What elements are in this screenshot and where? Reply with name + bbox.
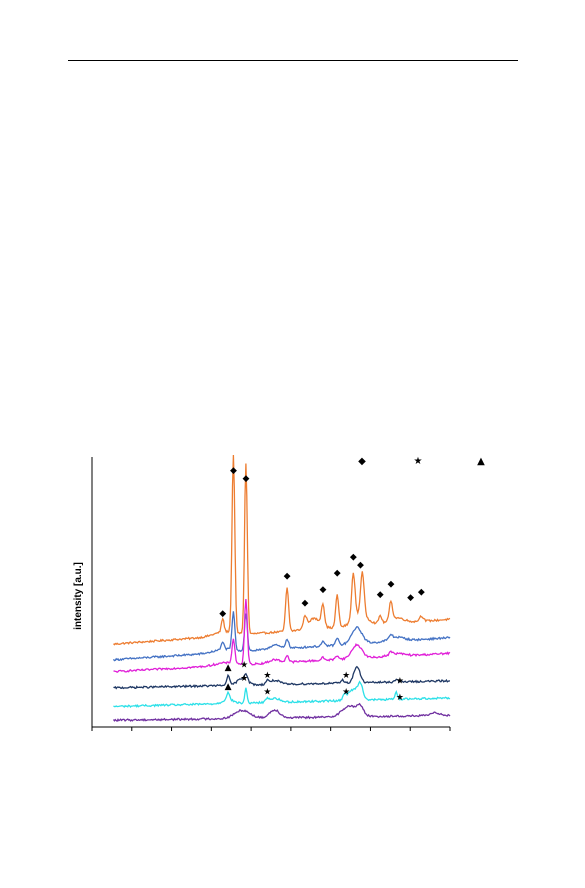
diamond-peak-marker: ◆	[350, 552, 357, 562]
diamond-peak-marker: ◆	[418, 588, 425, 598]
legend-diamond-icon: ◆	[358, 456, 366, 467]
star-peak-marker: ★	[240, 674, 248, 684]
diamond-peak-marker: ◆	[377, 590, 384, 600]
series-line-4	[113, 665, 451, 690]
chart-axes	[91, 457, 451, 731]
legend-triangle-icon: ▲	[477, 456, 485, 467]
series-layer	[112, 454, 451, 722]
star-peak-marker: ★	[342, 687, 350, 697]
legend: ◆ ★ ▲	[358, 456, 485, 467]
star-peak-marker: ★	[342, 671, 350, 681]
diamond-peak-marker: ◆	[407, 593, 414, 603]
y-axis-label: intensity [a.u.]	[73, 562, 84, 630]
series-line-3	[113, 598, 451, 673]
top-rule	[68, 60, 518, 61]
peak-annotations: ◆◆◆◆◆◆◆◆◆◆◆◆◆▲▲★★ ★★★★★★	[219, 466, 425, 703]
diamond-peak-marker: ◆	[334, 569, 341, 579]
star-peak-marker: ★	[263, 671, 271, 681]
diamond-peak-marker: ◆	[357, 561, 364, 571]
diamond-peak-marker: ◆	[230, 466, 237, 476]
series-line-5	[113, 680, 451, 709]
star-peak-marker: ★	[396, 677, 404, 687]
star-peak-marker: ★	[396, 693, 404, 703]
diamond-peak-marker: ◆	[242, 474, 249, 484]
diamond-peak-marker: ◆	[219, 609, 226, 619]
star-peak-marker: ★	[263, 687, 271, 697]
diamond-peak-marker: ◆	[319, 585, 326, 595]
diamond-peak-marker: ◆	[302, 598, 309, 608]
diamond-peak-marker: ◆	[387, 579, 394, 589]
series-line-2	[112, 611, 451, 662]
series-line-6	[112, 702, 451, 722]
triangle-peak-marker: ▲	[225, 682, 232, 692]
legend-star-icon: ★	[414, 456, 423, 467]
star-peak-marker: ★	[240, 660, 248, 670]
series-line-1	[113, 454, 451, 646]
diamond-peak-marker: ◆	[284, 571, 291, 581]
triangle-peak-marker: ▲	[225, 663, 232, 673]
